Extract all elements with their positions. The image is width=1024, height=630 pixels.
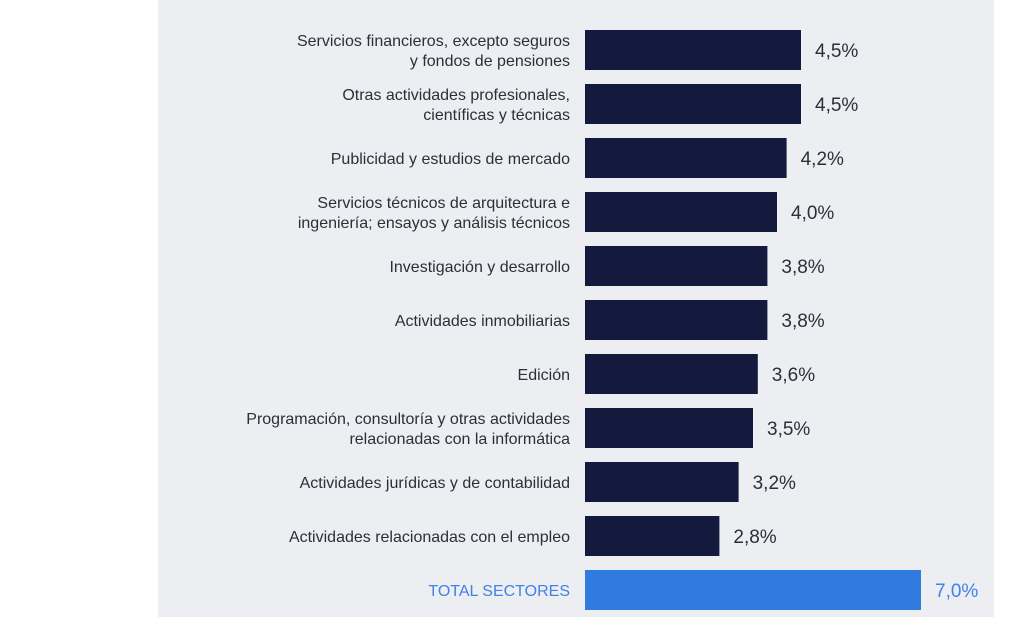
category-label: Servicios financieros, excepto seguros y …: [297, 33, 570, 70]
category-label: Servicios técnicos de arquitectura e inge…: [298, 195, 570, 232]
bar-total: [585, 570, 921, 610]
category-label: Investigación y desarrollo: [389, 259, 570, 276]
bar: [585, 138, 787, 178]
category-label: Publicidad y estudios de mercado: [331, 151, 570, 168]
bar-value-label: 3,8%: [781, 257, 824, 278]
bar: [585, 246, 768, 286]
bar-value-label: 2,8%: [733, 527, 776, 548]
bar: [585, 354, 758, 394]
bar: [585, 30, 801, 70]
bar-value-label: 7,0%: [935, 581, 978, 602]
bar: [585, 84, 801, 124]
bar-value-label: 3,5%: [767, 419, 810, 440]
chart-panel: 4,5% Servicios financieros, excepto segur…: [158, 0, 994, 617]
bar: [585, 462, 739, 502]
bar: [585, 408, 753, 448]
category-label: Actividades inmobiliarias: [395, 313, 570, 330]
bar: [585, 516, 720, 556]
bar-value-label: 4,5%: [815, 41, 858, 62]
category-label: Edición: [518, 367, 570, 384]
category-label: Programación, consultoría y otras activi…: [246, 411, 570, 448]
bar-chart: 4,5% Servicios financieros, excepto segur…: [246, 30, 978, 610]
category-label: Actividades relacionadas con el empleo: [289, 529, 570, 546]
bar: [585, 300, 768, 340]
category-label: Actividades jurídicas y de contabilidad: [300, 475, 570, 492]
category-label-total: TOTAL SECTORES: [428, 583, 570, 600]
category-label: Otras actividades profesionales, científi…: [342, 87, 570, 124]
bar-value-label: 4,5%: [815, 95, 858, 116]
bar-value-label: 3,2%: [753, 473, 796, 494]
bar-value-label: 3,8%: [781, 311, 824, 332]
bar: [585, 192, 777, 232]
bar-value-label: 4,0%: [791, 203, 834, 224]
bar-value-label: 3,6%: [772, 365, 815, 386]
bar-value-label: 4,2%: [801, 149, 844, 170]
